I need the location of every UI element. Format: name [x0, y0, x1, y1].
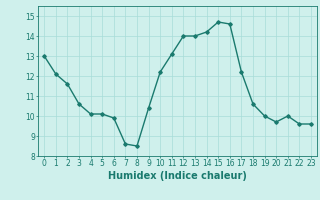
X-axis label: Humidex (Indice chaleur): Humidex (Indice chaleur) [108, 171, 247, 181]
